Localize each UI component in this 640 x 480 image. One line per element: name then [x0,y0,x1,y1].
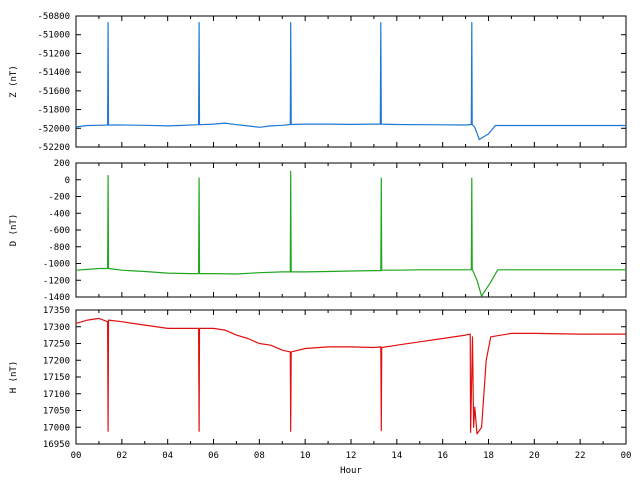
y-tick-label: -600 [48,226,70,236]
y-tick-label: 17200 [43,356,70,366]
y-tick-label: -800 [48,243,70,253]
x-tick-label: 22 [575,451,586,461]
y-tick-label: -200 [48,193,70,203]
x-tick-label: 02 [116,451,127,461]
y-axis-label: D (nT) [9,214,19,247]
y-tick-label: -400 [48,209,70,219]
x-tick-label: 18 [483,451,494,461]
y-tick-label: -50800 [37,12,70,22]
plot-frame [75,309,627,445]
y-tick-label: 17300 [43,323,70,333]
series-line-0 [75,317,626,435]
y-tick-label: 17150 [43,373,70,383]
y-tick-label: 17250 [43,340,70,350]
x-tick-label: 16 [437,451,448,461]
y-tick-label: -51600 [37,87,70,97]
panel-2: 17350 17300 17250 17200 17150 17100 17050 17000… [9,306,631,476]
x-tick-label: 14 [391,451,402,461]
y-tick-label: -52000 [37,124,70,134]
y-tick-label: -51000 [37,31,70,41]
x-tick-label: 08 [254,451,265,461]
y-tick-label: 17000 [43,423,70,433]
y-tick-label: 200 [54,159,70,169]
y-tick-label: 17100 [43,390,70,400]
y-tick-label: -1400 [43,293,70,303]
y-tick-label: -1200 [43,276,70,286]
y-tick-label: -51200 [37,49,70,59]
y-axis-label: Z (nT) [9,65,19,98]
plot-frame [75,162,627,298]
y-tick-label: 0 [65,176,70,186]
y-tick-label: 16950 [43,440,70,450]
y-tick-label: -52200 [37,143,70,153]
x-tick-label: 06 [208,451,219,461]
series-line-0 [75,22,626,141]
x-axis-label: Hour [340,466,362,476]
y-tick-label: 17350 [43,306,70,316]
y-tick-label: -1000 [43,260,70,270]
y-tick-label: -51800 [37,106,70,116]
y-tick-label: -51400 [37,68,70,78]
x-tick-label: 12 [346,451,357,461]
x-tick-label: 04 [162,451,173,461]
panel-0: -50800 -51000 -51200 -51400 -51600 -51800 -520… [9,12,627,153]
x-tick-label: 10 [300,451,311,461]
y-tick-label: 17050 [43,407,70,417]
x-tick-label: 00 [71,451,82,461]
x-tick-label: 20 [529,451,540,461]
y-axis-label: H (nT) [9,361,19,394]
x-tick-label: 00 [621,451,632,461]
panel-1: 200 0 -200 -400 -600 -800 -1000 -1200 -1400 D (nT… [9,159,627,303]
series-line-0 [75,170,626,297]
plot-frame [75,15,627,148]
